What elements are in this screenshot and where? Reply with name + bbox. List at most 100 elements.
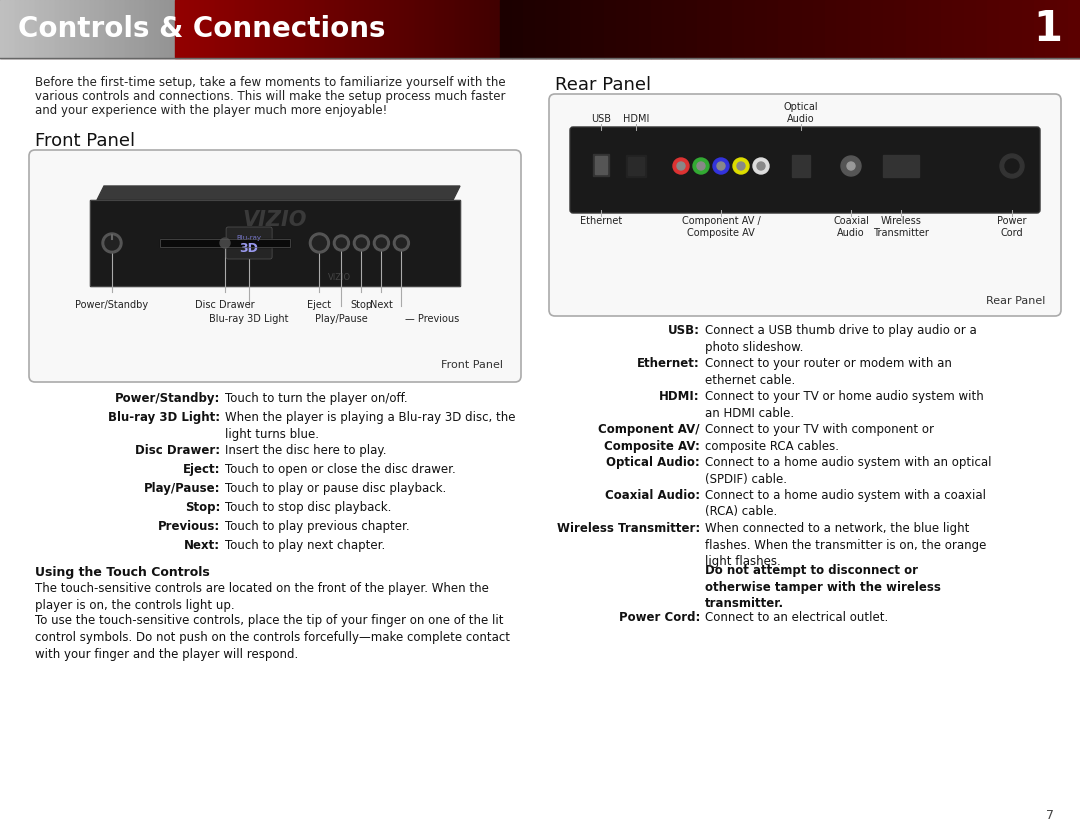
Bar [595,156,607,174]
Text: Optical
Audio: Optical Audio [784,103,819,124]
Text: Ethernet:: Ethernet: [637,357,700,370]
Text: Connect to your TV or home audio system with
an HDMI cable.: Connect to your TV or home audio system … [705,390,984,420]
Bar [45,0,50,58]
Bar [25,0,30,58]
Circle shape [697,162,705,170]
Text: Coaxial Audio:: Coaxial Audio: [605,489,700,502]
Text: Blu-ray: Blu-ray [237,235,261,241]
Bar [569,0,581,58]
Text: USB:: USB: [669,324,700,337]
Circle shape [1005,159,1020,173]
Bar [430,0,435,58]
Bar [120,0,125,58]
Bar [546,0,558,58]
Text: Component AV/
Composite AV:: Component AV/ Composite AV: [598,423,700,453]
Circle shape [841,156,861,176]
Bar [265,0,270,58]
Bar [355,0,360,58]
Bar [426,0,430,58]
Text: Connect to your TV with component or
composite RCA cables.: Connect to your TV with component or com… [705,423,934,453]
Bar [470,0,475,58]
Bar [80,0,85,58]
Circle shape [757,162,765,170]
Bar [315,0,320,58]
Bar [260,0,265,58]
Bar [485,0,490,58]
Bar [1057,0,1068,58]
Circle shape [309,233,329,253]
Bar [90,200,460,286]
Text: Optical Audio:: Optical Audio: [606,456,700,469]
Bar [35,0,40,58]
Bar [340,0,345,58]
Text: Power/Standby:: Power/Standby: [114,392,220,405]
Text: Play/Pause: Play/Pause [315,314,368,324]
Bar [813,0,825,58]
Text: VIZIO: VIZIO [243,210,307,230]
Text: When the player is playing a Blu-ray 3D disc, the
light turns blue.: When the player is playing a Blu-ray 3D … [225,411,515,440]
Circle shape [102,233,122,253]
Bar [953,0,964,58]
Bar [0,0,1080,58]
Bar [270,0,275,58]
Bar [200,0,205,58]
Bar [1011,0,1022,58]
Bar [698,0,708,58]
Bar [235,0,240,58]
Bar [674,0,686,58]
Bar [662,0,674,58]
Bar [512,0,523,58]
Bar [180,0,185,58]
Circle shape [753,158,769,174]
Text: Disc Drawer:: Disc Drawer: [135,444,220,457]
Bar [310,0,315,58]
Bar [906,0,918,58]
Circle shape [693,158,708,174]
Bar [140,0,145,58]
Bar [300,0,305,58]
Text: 7: 7 [1047,809,1054,822]
Text: Controls & Connections: Controls & Connections [18,15,386,43]
Bar [465,0,470,58]
Bar [10,0,15,58]
Bar [220,0,225,58]
FancyBboxPatch shape [226,227,272,259]
Bar [185,0,190,58]
Bar [145,0,150,58]
Text: Power
Cord: Power Cord [997,216,1027,238]
Text: Touch to open or close the disc drawer.: Touch to open or close the disc drawer. [225,463,456,476]
Bar [0,0,5,58]
Bar [410,0,415,58]
Text: Touch to play or pause disc playback.: Touch to play or pause disc playback. [225,482,446,495]
Text: Rear Panel: Rear Panel [555,76,651,94]
Text: Connect to a home audio system with an optical
(SPDIF) cable.: Connect to a home audio system with an o… [705,456,991,485]
Bar [375,0,380,58]
Bar [720,0,732,58]
Text: Front Panel: Front Panel [441,360,503,370]
Circle shape [356,238,366,248]
Bar [1034,0,1045,58]
Bar [70,0,75,58]
Bar [523,0,535,58]
Circle shape [336,238,347,248]
Bar [75,0,80,58]
Bar [205,0,210,58]
Circle shape [717,162,725,170]
Bar [415,0,420,58]
Bar [1022,0,1034,58]
Bar [767,0,779,58]
Text: Touch to turn the player on/off.: Touch to turn the player on/off. [225,392,407,405]
Text: USB: USB [591,114,611,124]
Bar [50,0,55,58]
Bar [55,0,60,58]
Bar [335,0,340,58]
Text: Blu-ray 3D Light:: Blu-ray 3D Light: [108,411,220,424]
Bar [100,0,105,58]
Text: VIZIO: VIZIO [328,273,351,282]
Text: Component AV /
Composite AV: Component AV / Composite AV [681,216,760,238]
FancyBboxPatch shape [29,150,521,382]
Bar [651,0,662,58]
Circle shape [377,238,387,248]
Text: Rear Panel: Rear Panel [986,296,1045,306]
Bar [225,0,230,58]
